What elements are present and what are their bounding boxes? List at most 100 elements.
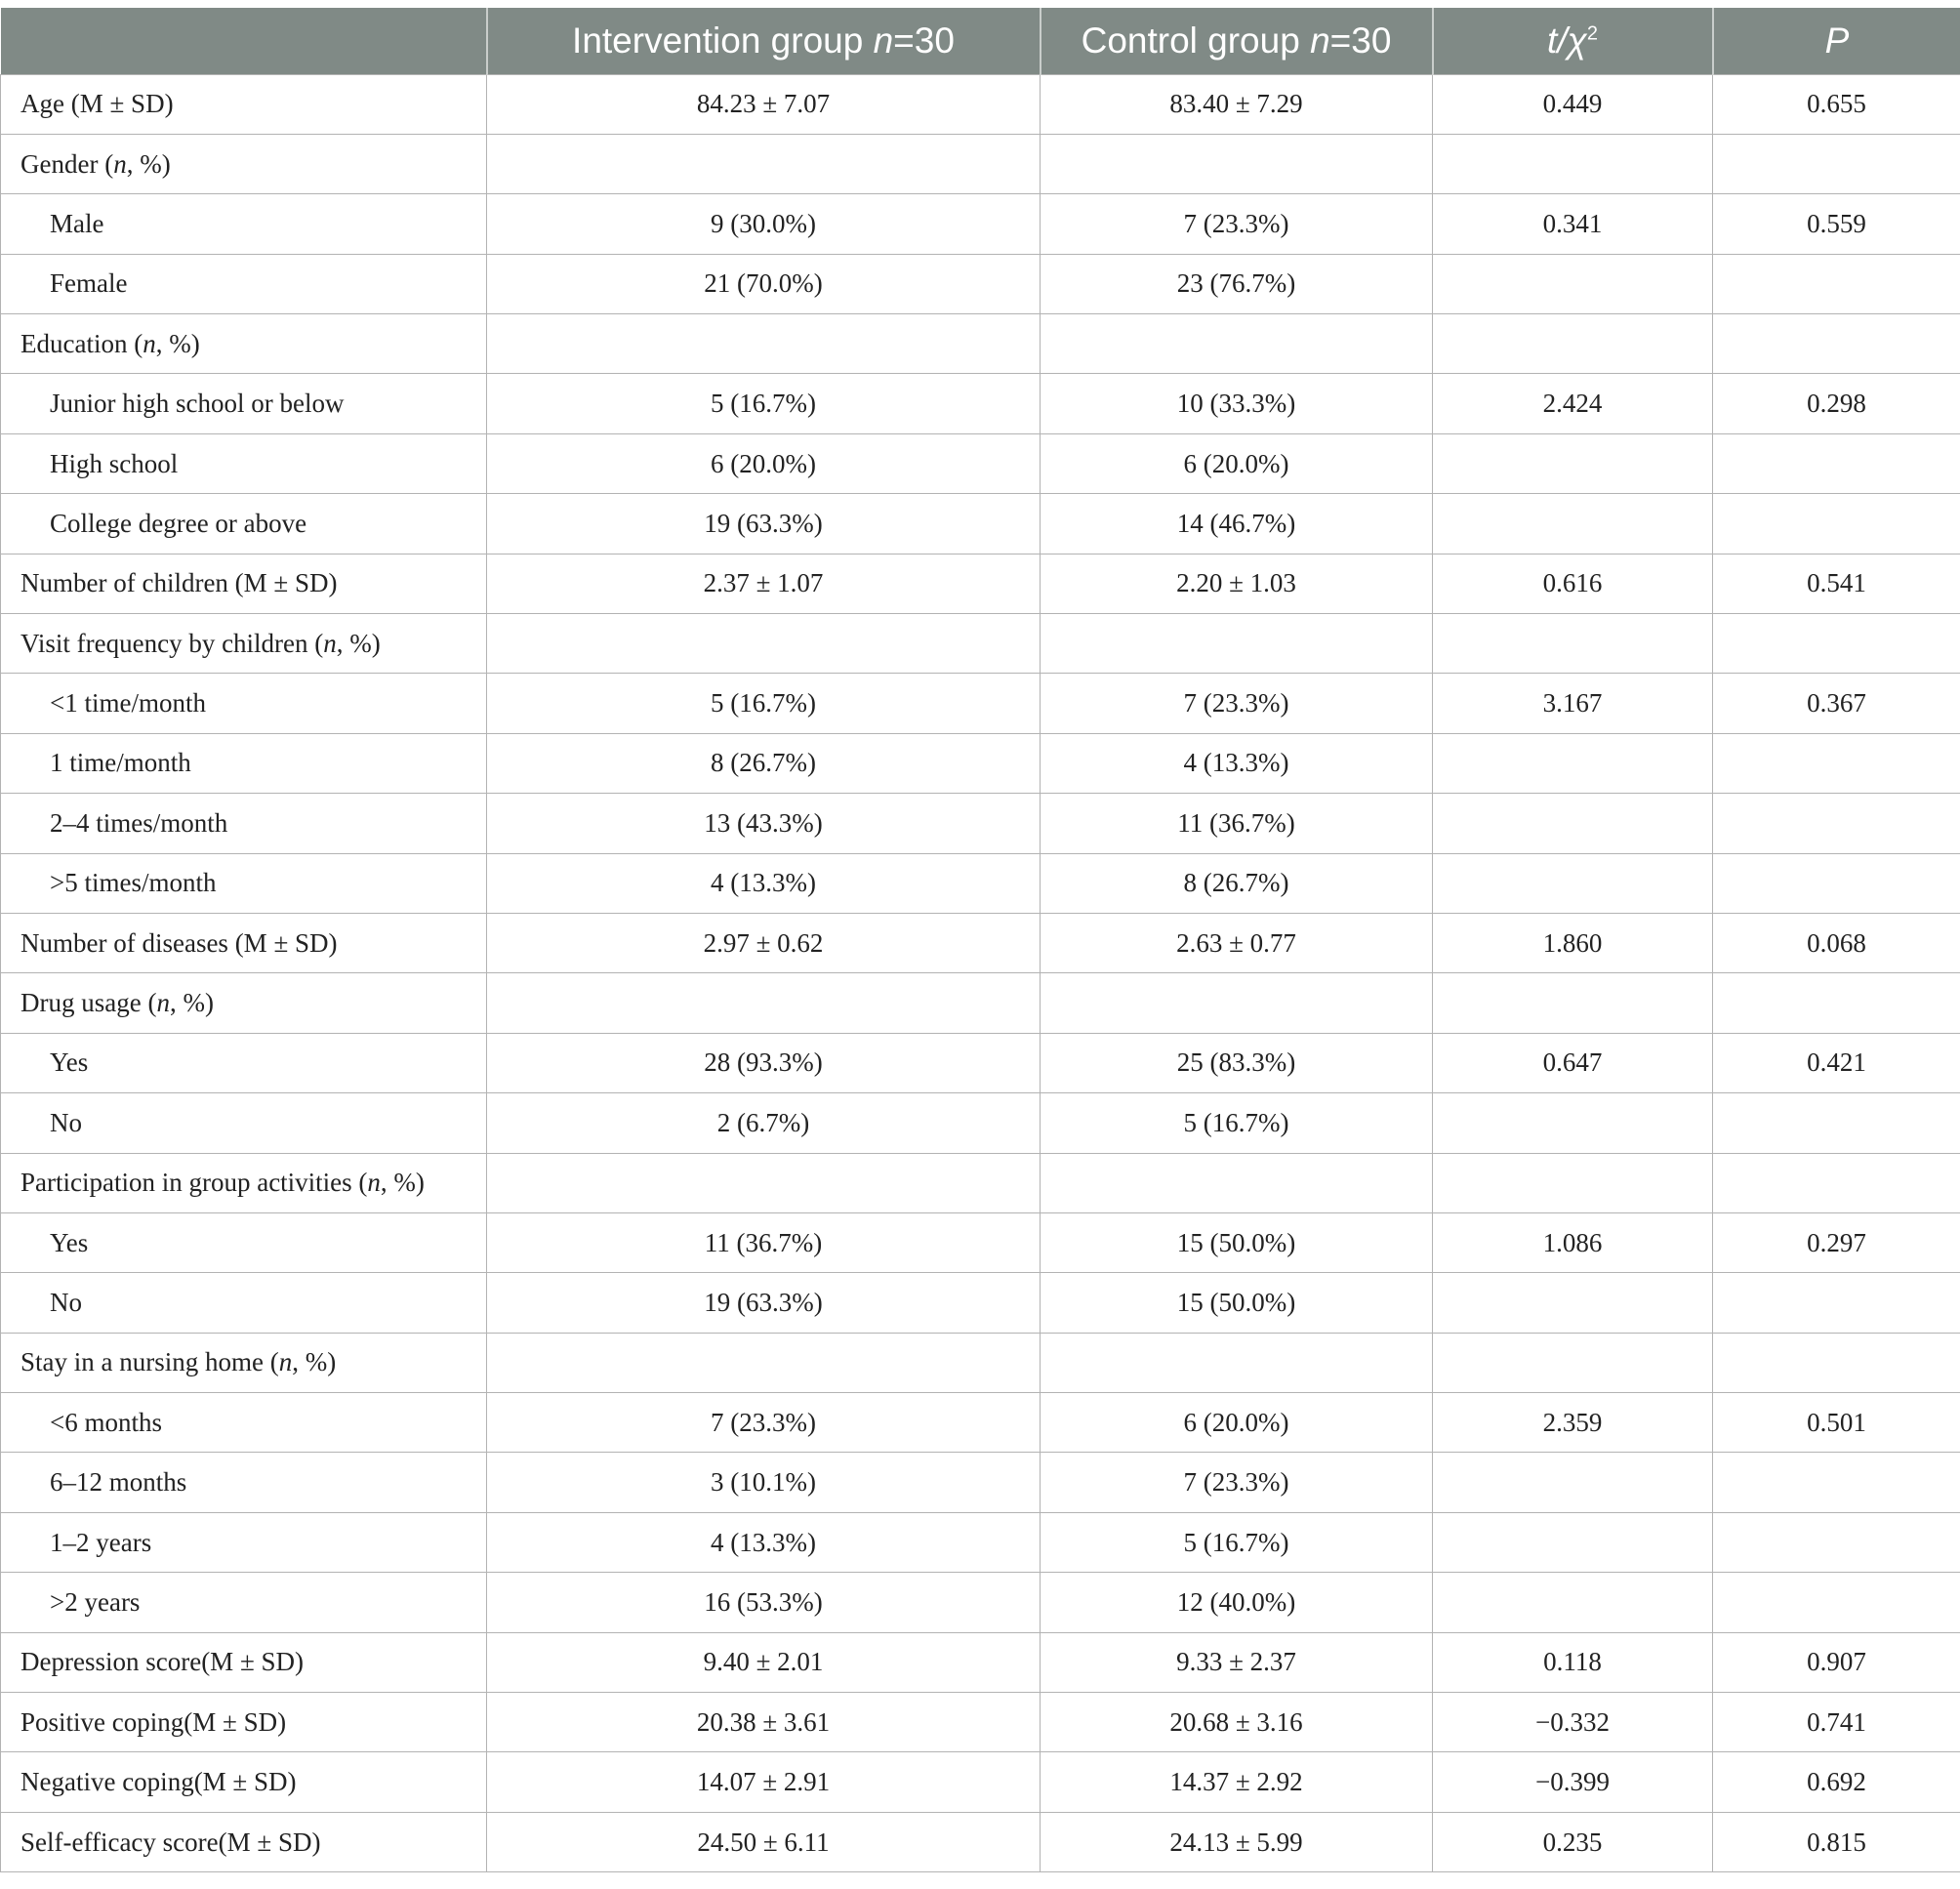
table-row: >2 years 16 (53.3%) 12 (40.0%) xyxy=(0,1572,1960,1633)
cell-p-value xyxy=(1712,793,1960,854)
table-row: Participation in group activities (n, %) xyxy=(0,1152,1960,1213)
cell-test-statistic xyxy=(1432,1152,1713,1213)
cell-control: 24.13 ± 5.99 xyxy=(1040,1811,1433,1873)
cell-intervention: 2 (6.7%) xyxy=(486,1092,1041,1154)
cell-p-value: 0.815 xyxy=(1712,1811,1960,1873)
cell-control: 8 (26.7%) xyxy=(1040,852,1433,914)
cell-test-statistic: 2.359 xyxy=(1432,1392,1713,1454)
cell-intervention xyxy=(486,613,1041,675)
cell-control: 7 (23.3%) xyxy=(1040,1452,1433,1513)
data-table: Intervention group n=30 Control group n=… xyxy=(0,8,1960,1873)
cell-control: 2.63 ± 0.77 xyxy=(1040,912,1433,974)
cell-control: 7 (23.3%) xyxy=(1040,193,1433,255)
cell-control: 20.68 ± 3.16 xyxy=(1040,1692,1433,1753)
cell-intervention: 2.37 ± 1.07 xyxy=(486,553,1041,615)
table-row: Gender (n, %) xyxy=(0,133,1960,195)
table-body: Age (M ± SD) 84.23 ± 7.07 83.40 ± 7.29 0.44… xyxy=(0,73,1960,1873)
cell-control: 14 (46.7%) xyxy=(1040,493,1433,554)
row-sublabel: <6 months xyxy=(0,1392,487,1454)
cell-test-statistic: 0.647 xyxy=(1432,1032,1713,1094)
row-label: Self-efficacy score(M ± SD) xyxy=(0,1811,487,1873)
cell-test-statistic: 0.118 xyxy=(1432,1631,1713,1694)
table-row: Number of children (M ± SD) 2.37 ± 1.07 2.… xyxy=(0,553,1960,615)
cell-intervention: 19 (63.3%) xyxy=(486,493,1041,554)
cell-p-value xyxy=(1712,732,1960,795)
cell-control: 2.20 ± 1.03 xyxy=(1040,553,1433,615)
cell-intervention xyxy=(486,1332,1041,1394)
table-row: Education (n, %) xyxy=(0,313,1960,375)
cell-p-value xyxy=(1712,253,1960,315)
row-sublabel: >5 times/month xyxy=(0,852,487,914)
cell-p-value: 0.907 xyxy=(1712,1631,1960,1694)
cell-test-statistic xyxy=(1432,1511,1713,1574)
cell-p-value xyxy=(1712,1332,1960,1394)
cell-control: 7 (23.3%) xyxy=(1040,673,1433,734)
cell-test-statistic xyxy=(1432,1092,1713,1154)
row-label: Stay in a nursing home (n, %) xyxy=(0,1332,487,1394)
cell-intervention: 11 (36.7%) xyxy=(486,1211,1041,1274)
cell-p-value: 0.367 xyxy=(1712,673,1960,734)
cell-intervention: 20.38 ± 3.61 xyxy=(486,1692,1041,1753)
cell-control xyxy=(1040,1332,1433,1394)
table-row: 2–4 times/month 13 (43.3%) 11 (36.7%) xyxy=(0,793,1960,854)
row-sublabel: <1 time/month xyxy=(0,673,487,734)
cell-intervention: 7 (23.3%) xyxy=(486,1392,1041,1454)
cell-test-statistic: 2.424 xyxy=(1432,373,1713,434)
header-p-value: P xyxy=(1711,8,1960,74)
row-sublabel: No xyxy=(0,1092,487,1154)
cell-test-statistic xyxy=(1432,313,1713,375)
cell-test-statistic: 3.167 xyxy=(1432,673,1713,734)
cell-p-value xyxy=(1712,493,1960,554)
cell-p-value: 0.421 xyxy=(1712,1032,1960,1094)
cell-intervention: 2.97 ± 0.62 xyxy=(486,912,1041,974)
cell-test-statistic: −0.399 xyxy=(1432,1751,1713,1813)
header-test-statistic: t/χ2 xyxy=(1431,8,1713,74)
cell-p-value xyxy=(1712,1092,1960,1154)
row-label: Gender (n, %) xyxy=(0,133,487,195)
header-row: Intervention group n=30 Control group n=… xyxy=(0,8,1960,74)
cell-p-value xyxy=(1712,133,1960,195)
table-row: 1–2 years 4 (13.3%) 5 (16.7%) xyxy=(0,1511,1960,1574)
cell-test-statistic xyxy=(1432,253,1713,315)
cell-intervention: 21 (70.0%) xyxy=(486,253,1041,315)
cell-p-value xyxy=(1712,1152,1960,1213)
table-row: Number of diseases (M ± SD) 2.97 ± 0.62 2.… xyxy=(0,912,1960,974)
cell-intervention: 5 (16.7%) xyxy=(486,673,1041,734)
row-label: Participation in group activities (n, %) xyxy=(0,1152,487,1213)
table-row: Female 21 (70.0%) 23 (76.7%) xyxy=(0,253,1960,315)
cell-intervention: 19 (63.3%) xyxy=(486,1272,1041,1334)
row-sublabel: 2–4 times/month xyxy=(0,793,487,854)
cell-test-statistic: −0.332 xyxy=(1432,1692,1713,1753)
cell-p-value xyxy=(1712,313,1960,375)
table-row: 1 time/month 8 (26.7%) 4 (13.3%) xyxy=(0,732,1960,795)
table-row: Male 9 (30.0%) 7 (23.3%) 0.341 0.559 xyxy=(0,193,1960,255)
cell-p-value: 0.692 xyxy=(1712,1751,1960,1813)
row-label: Number of diseases (M ± SD) xyxy=(0,912,487,974)
cell-test-statistic: 0.616 xyxy=(1432,553,1713,615)
cell-test-statistic xyxy=(1432,493,1713,554)
table-row: >5 times/month 4 (13.3%) 8 (26.7%) xyxy=(0,852,1960,914)
cell-p-value: 0.068 xyxy=(1712,912,1960,974)
cell-intervention: 6 (20.0%) xyxy=(486,432,1041,495)
cell-p-value xyxy=(1712,1511,1960,1574)
header-control-group: Control group n=30 xyxy=(1039,8,1433,74)
cell-control: 11 (36.7%) xyxy=(1040,793,1433,854)
cell-intervention: 13 (43.3%) xyxy=(486,793,1041,854)
table-row: High school 6 (20.0%) 6 (20.0%) xyxy=(0,432,1960,495)
row-sublabel: 6–12 months xyxy=(0,1452,487,1513)
cell-intervention: 16 (53.3%) xyxy=(486,1572,1041,1633)
cell-control: 5 (16.7%) xyxy=(1040,1511,1433,1574)
row-label: Number of children (M ± SD) xyxy=(0,553,487,615)
table-row: Yes 28 (93.3%) 25 (83.3%) 0.647 0.421 xyxy=(0,1032,1960,1094)
cell-p-value: 0.559 xyxy=(1712,193,1960,255)
cell-p-value: 0.655 xyxy=(1712,73,1960,135)
row-sublabel: Male xyxy=(0,193,487,255)
cell-test-statistic: 0.341 xyxy=(1432,193,1713,255)
cell-control: 6 (20.0%) xyxy=(1040,432,1433,495)
cell-control: 83.40 ± 7.29 xyxy=(1040,73,1433,135)
cell-test-statistic xyxy=(1432,1272,1713,1334)
cell-intervention: 28 (93.3%) xyxy=(486,1032,1041,1094)
cell-test-statistic xyxy=(1432,1572,1713,1633)
row-label: Drug usage (n, %) xyxy=(0,972,487,1034)
table-row: Yes 11 (36.7%) 15 (50.0%) 1.086 0.297 xyxy=(0,1211,1960,1274)
